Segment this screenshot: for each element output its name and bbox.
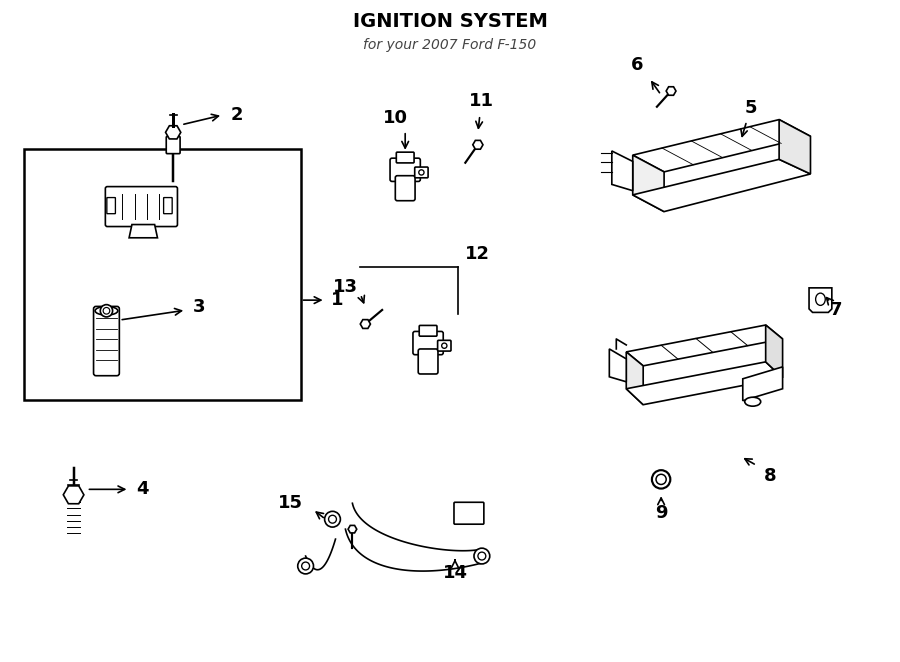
FancyBboxPatch shape (418, 349, 438, 374)
Circle shape (652, 470, 670, 489)
Polygon shape (626, 325, 783, 366)
FancyBboxPatch shape (413, 332, 443, 355)
FancyBboxPatch shape (396, 152, 414, 163)
Text: 9: 9 (655, 504, 668, 522)
FancyBboxPatch shape (419, 326, 437, 336)
Text: 2: 2 (231, 106, 243, 124)
Circle shape (298, 558, 313, 574)
Circle shape (478, 552, 486, 560)
Polygon shape (779, 120, 811, 174)
FancyBboxPatch shape (166, 136, 180, 154)
Ellipse shape (95, 307, 118, 315)
Polygon shape (609, 349, 626, 382)
Text: 3: 3 (194, 298, 205, 316)
FancyBboxPatch shape (415, 167, 428, 178)
Bar (23, 149, 301, 400)
Text: 12: 12 (465, 246, 490, 263)
Polygon shape (633, 120, 811, 172)
Text: 15: 15 (277, 495, 302, 512)
Polygon shape (633, 155, 664, 212)
Polygon shape (809, 288, 832, 312)
FancyBboxPatch shape (94, 307, 120, 376)
Circle shape (328, 515, 337, 523)
Polygon shape (742, 367, 783, 401)
Text: 11: 11 (470, 92, 494, 110)
FancyBboxPatch shape (390, 158, 420, 181)
Polygon shape (626, 352, 644, 404)
Text: 14: 14 (443, 564, 467, 582)
FancyBboxPatch shape (107, 197, 115, 214)
FancyBboxPatch shape (105, 187, 177, 226)
Circle shape (442, 343, 447, 348)
Text: 5: 5 (744, 99, 757, 117)
Text: for your 2007 Ford F-150: for your 2007 Ford F-150 (364, 38, 536, 52)
FancyBboxPatch shape (395, 175, 415, 201)
Polygon shape (612, 151, 633, 191)
Polygon shape (626, 362, 783, 404)
Circle shape (474, 548, 490, 564)
Circle shape (325, 511, 340, 527)
FancyBboxPatch shape (164, 197, 172, 214)
FancyBboxPatch shape (454, 502, 484, 524)
Polygon shape (766, 325, 783, 378)
Text: 6: 6 (631, 56, 644, 74)
Circle shape (104, 307, 110, 314)
Circle shape (418, 169, 424, 175)
Text: 8: 8 (764, 467, 777, 485)
Text: 4: 4 (136, 481, 149, 498)
Polygon shape (633, 160, 811, 212)
Circle shape (656, 474, 666, 485)
Ellipse shape (745, 397, 760, 406)
Text: 13: 13 (333, 278, 358, 296)
Text: 10: 10 (382, 109, 408, 127)
Text: IGNITION SYSTEM: IGNITION SYSTEM (353, 12, 547, 31)
FancyBboxPatch shape (437, 340, 451, 351)
Text: 7: 7 (830, 301, 842, 319)
Text: 1: 1 (330, 291, 343, 309)
Circle shape (302, 562, 310, 570)
Polygon shape (129, 224, 158, 238)
Ellipse shape (815, 293, 825, 305)
Circle shape (100, 305, 112, 317)
